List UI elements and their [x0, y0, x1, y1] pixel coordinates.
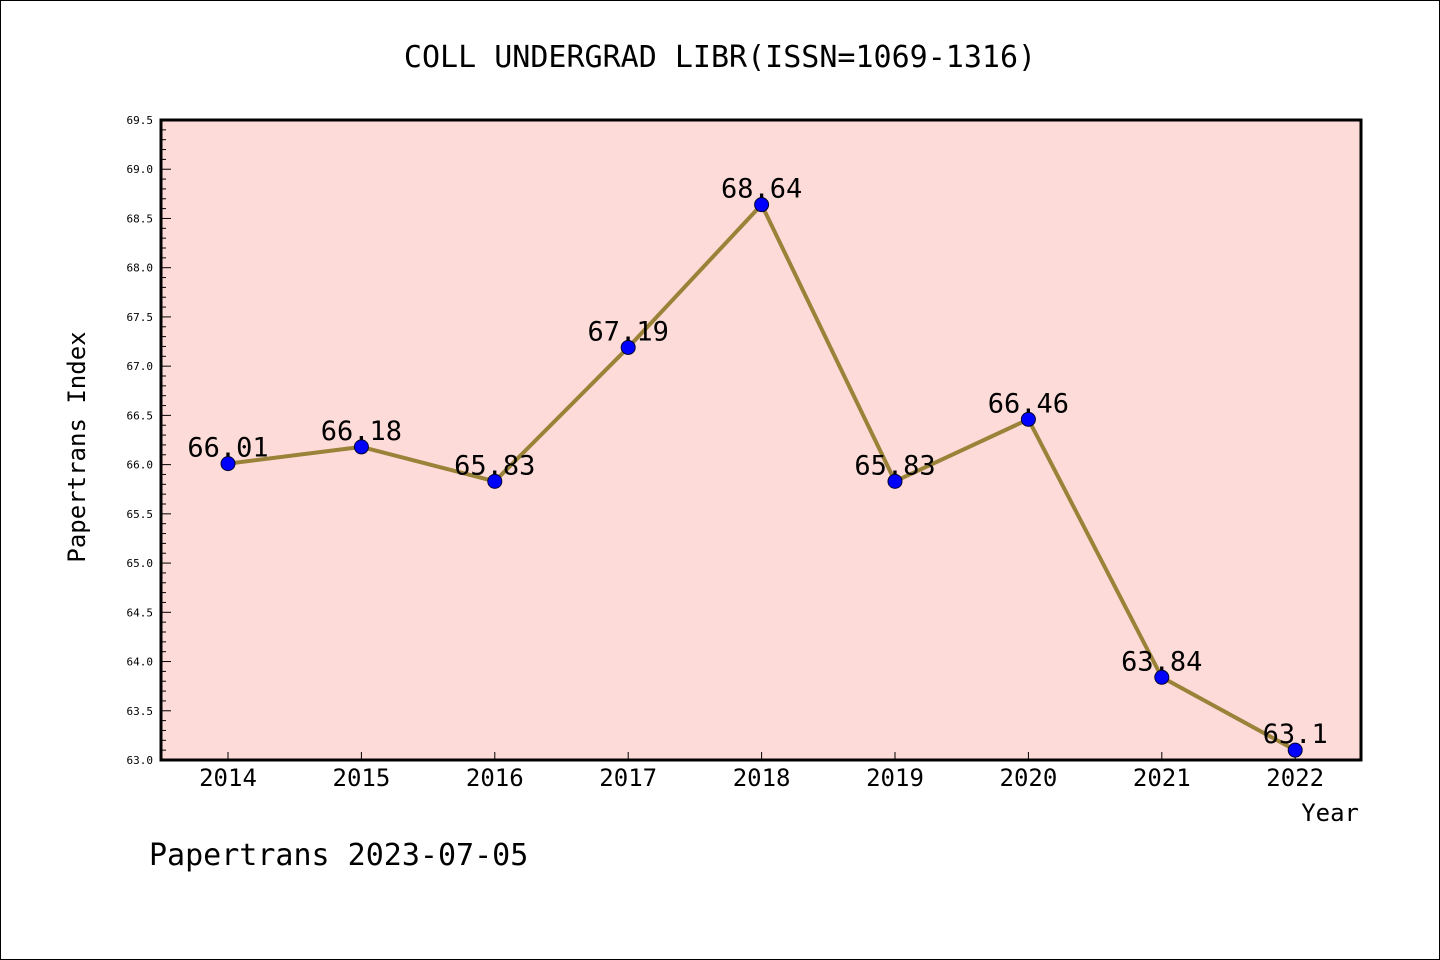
data-point: [1287, 742, 1303, 758]
data-point: [620, 339, 636, 355]
y-tick-label: 63.5: [127, 705, 154, 718]
y-axis: 63.0 63.5 64.0 64.5 65.0 65.5 66.0 66.5 67.0 67.5…: [127, 114, 171, 767]
data-label: 63.84: [1121, 646, 1202, 677]
y-tick-label: 65.5: [127, 508, 154, 521]
x-axis: 2014 2015 2016 2017 2018 2019 2020 2021 2022: [199, 752, 1324, 792]
y-tick-label: 68.5: [127, 212, 154, 225]
x-tick-label: 2015: [333, 764, 391, 792]
y-axis-label: Papertrans Index: [63, 331, 91, 562]
data-label: 65.83: [854, 450, 935, 481]
x-tick-label: 2017: [599, 764, 657, 792]
footer-text: Papertrans 2023-07-05: [149, 838, 528, 873]
x-tick-label: 2014: [199, 764, 257, 792]
data-point: [1154, 669, 1170, 685]
data-point: [353, 439, 369, 455]
data-label: 66.18: [321, 416, 402, 447]
data-labels: 66.01 66.18 65.83 67.19 68.64 65.83 66.46 63.84…: [187, 174, 1327, 750]
y-tick-label: 64.5: [127, 606, 154, 619]
data-label: 66.46: [988, 388, 1069, 419]
data-label: 67.19: [588, 316, 669, 347]
chart-title: COLL UNDERGRAD LIBR(ISSN=1069-1316): [404, 40, 1036, 75]
x-tick-label: 2021: [1133, 764, 1191, 792]
data-label: 68.64: [721, 174, 802, 205]
data-label: 65.83: [454, 450, 535, 481]
data-label: 63.1: [1263, 719, 1328, 750]
y-tick-label: 65.0: [127, 557, 154, 570]
data-points: [220, 197, 1303, 758]
data-point: [487, 473, 503, 489]
x-tick-label: 2016: [466, 764, 524, 792]
y-tick-label: 66.0: [127, 459, 154, 472]
x-tick-label: 2018: [733, 764, 791, 792]
x-tick-label: 2022: [1266, 764, 1324, 792]
data-point: [887, 473, 903, 489]
y-tick-label: 68.0: [127, 262, 154, 275]
y-tick-label: 63.0: [127, 754, 154, 767]
data-point: [220, 456, 236, 472]
y-tick-label: 69.5: [127, 114, 154, 127]
x-tick-label: 2019: [866, 764, 924, 792]
data-point: [754, 197, 770, 213]
y-tick-label: 69.0: [127, 163, 154, 176]
y-tick-label: 67.5: [127, 311, 154, 324]
x-tick-label: 2020: [1000, 764, 1058, 792]
y-tick-label: 67.0: [127, 360, 154, 373]
y-tick-label: 64.0: [127, 656, 154, 669]
data-point: [1020, 411, 1036, 427]
x-axis-label: Year: [1301, 799, 1359, 827]
y-tick-label: 66.5: [127, 409, 154, 422]
data-label: 66.01: [187, 433, 268, 464]
